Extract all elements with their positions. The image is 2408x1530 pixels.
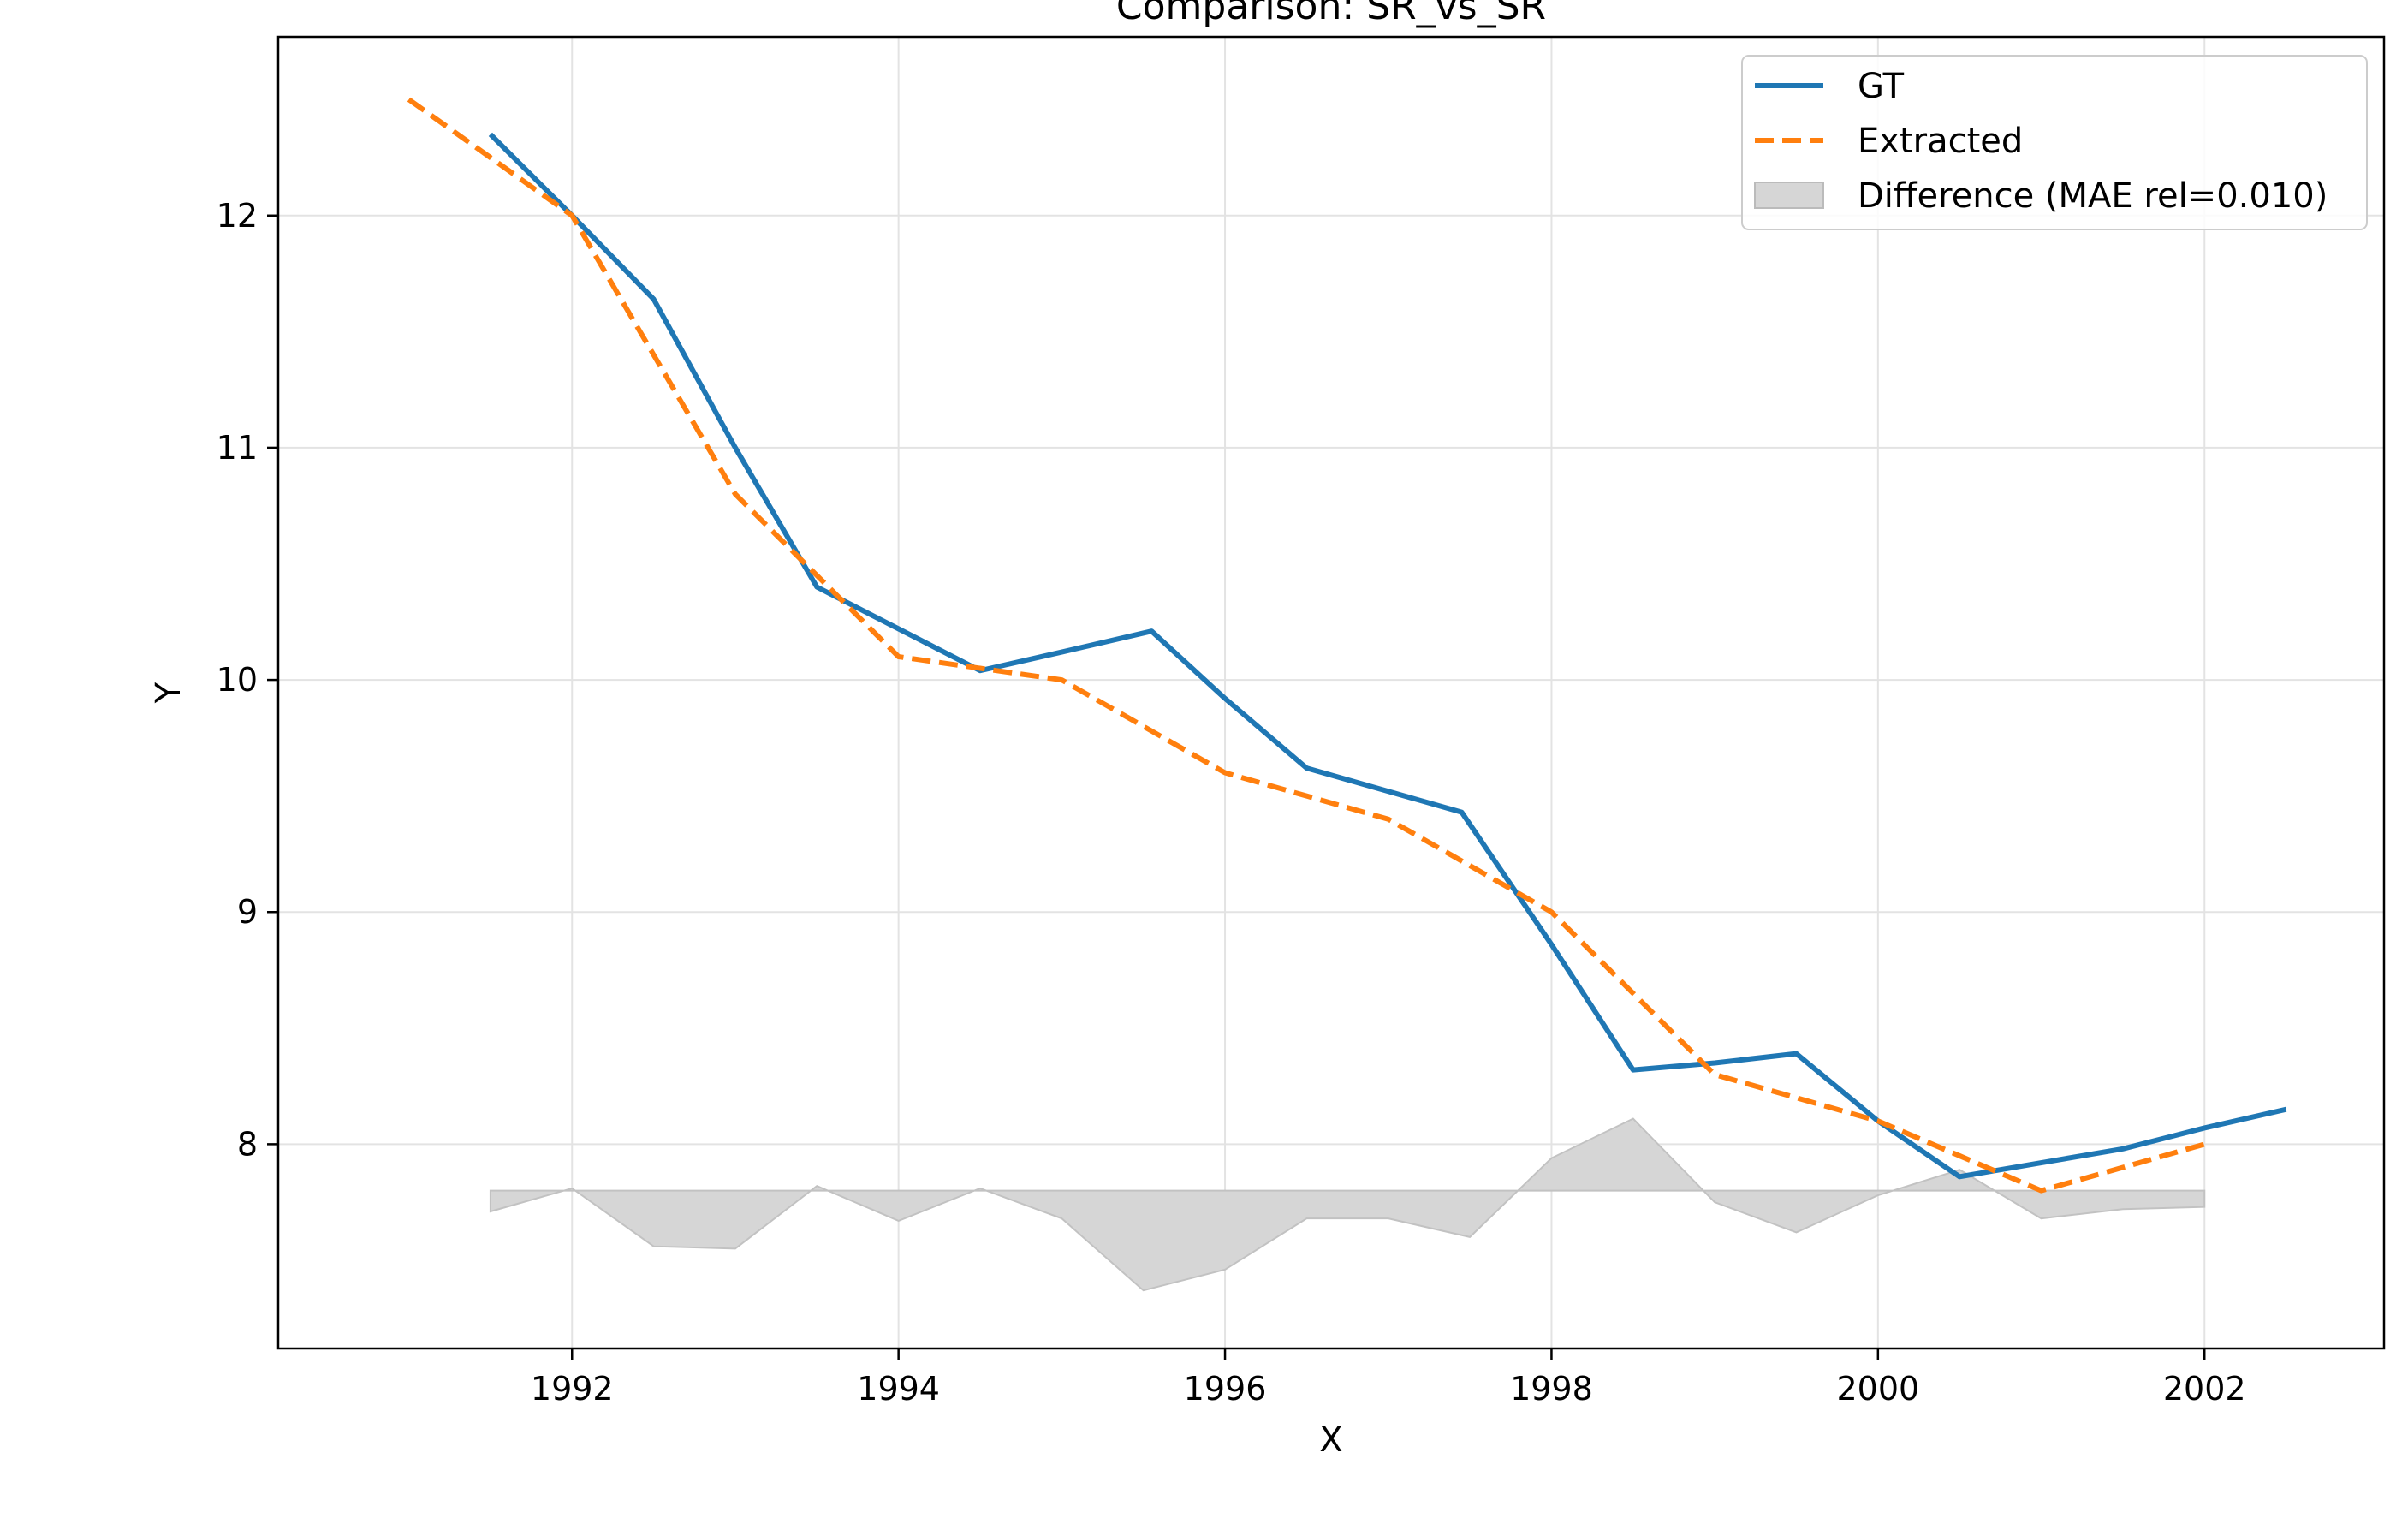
difference-area — [489, 1117, 2206, 1292]
legend-label-difference: Difference (MAE rel=0.010) — [1858, 176, 2328, 216]
x-axis-label: X — [1319, 1420, 1342, 1460]
y-tick-label: 12 — [217, 197, 258, 235]
legend-swatch-difference — [1754, 182, 1824, 209]
y-axis-label: Y — [149, 682, 188, 704]
y-tick-label: 10 — [217, 661, 258, 699]
legend-label-gt: GT — [1858, 67, 1905, 106]
chart-title: Comparison: SR_vs_SR — [1116, 0, 1546, 28]
x-tick-label: 2002 — [2163, 1370, 2246, 1408]
series-layer — [407, 97, 2287, 1194]
y-tick-label: 9 — [237, 893, 258, 931]
x-tick-label: 2000 — [1836, 1370, 1919, 1408]
series-line-extracted — [407, 97, 2206, 1194]
x-tick-label: 1996 — [1184, 1370, 1267, 1408]
plot-frame — [276, 35, 2386, 1350]
x-tick-label: 1998 — [1510, 1370, 1593, 1408]
legend-box — [1741, 55, 2368, 230]
y-tick-label: 11 — [217, 429, 258, 467]
legend: GT Extracted Difference (MAE rel=0.010) — [1741, 55, 2368, 230]
legend-label-extracted: Extracted — [1858, 122, 2023, 161]
x-tick-label: 1994 — [857, 1370, 940, 1408]
series-line-gt — [488, 132, 2287, 1180]
ticks: 1992 1994 1996 1998 2000 2002 8 9 10 11 12 — [217, 197, 2246, 1408]
difference-area-layer — [489, 1117, 2206, 1292]
y-tick-label: 8 — [237, 1125, 258, 1163]
x-tick-label: 1992 — [531, 1370, 614, 1408]
